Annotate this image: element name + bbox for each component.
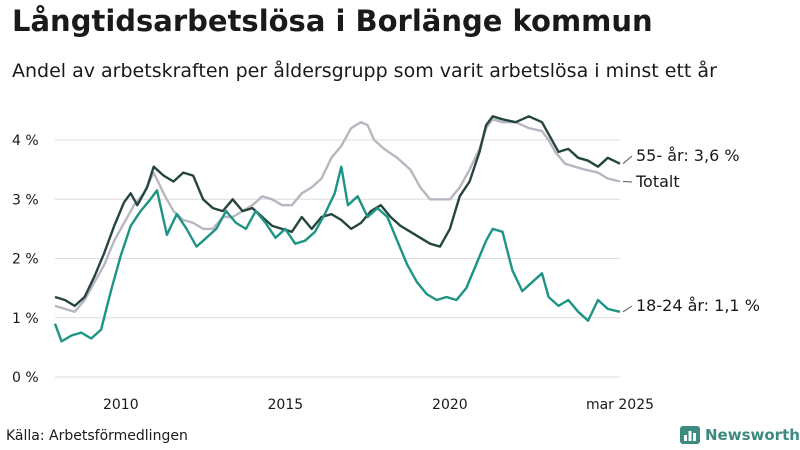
x-axis-tick-labels: 2010 2015 2020 mar 2025 xyxy=(103,397,654,413)
series-lines xyxy=(53,115,621,343)
x-tick-label-1: 2015 xyxy=(268,397,304,413)
series-line-2 xyxy=(53,165,621,343)
series-leader-2 xyxy=(622,305,633,313)
x-tick-label-0: 2010 xyxy=(103,397,139,413)
brand-logo[interactable]: Newsworthy xyxy=(680,426,800,444)
y-tick-label-1: 1 % xyxy=(12,311,39,327)
series-label-1: 55- år: 3,6 % xyxy=(636,146,740,165)
y-axis-tick-labels: 0 % 1 % 2 % 3 % 4 % xyxy=(12,133,39,386)
y-tick-label-4: 4 % xyxy=(12,133,39,149)
source-note: Källa: Arbetsförmedlingen xyxy=(6,428,188,444)
brand-name: Newsworthy xyxy=(705,426,800,444)
series-leader-1 xyxy=(622,155,633,165)
series-labels: Totalt 55- år: 3,6 % 18-24 år: 1,1 % xyxy=(622,146,760,315)
y-tick-label-0: 0 % xyxy=(12,370,39,386)
series-line-0 xyxy=(54,118,621,313)
line-chart: 0 % 1 % 2 % 3 % 4 % 2010 2015 2020 mar 2025 Tot… xyxy=(12,115,760,413)
series-label-2: 18-24 år: 1,1 % xyxy=(636,296,760,315)
y-tick-label-3: 3 % xyxy=(12,192,39,208)
newsworthy-bar-chart-icon xyxy=(680,426,700,444)
x-tick-label-2: 2020 xyxy=(432,397,468,413)
chart-subtitle: Andel av arbetskraften per åldersgrupp s… xyxy=(12,60,717,82)
y-tick-label-2: 2 % xyxy=(12,252,39,268)
series-line-1 xyxy=(54,115,621,308)
series-leader-0 xyxy=(622,180,633,183)
chart-title: Långtidsarbetslösa i Borlänge kommun xyxy=(12,4,653,38)
x-tick-label-3: mar 2025 xyxy=(586,397,654,413)
grid-lines xyxy=(55,139,620,378)
series-label-0: Totalt xyxy=(635,172,680,191)
